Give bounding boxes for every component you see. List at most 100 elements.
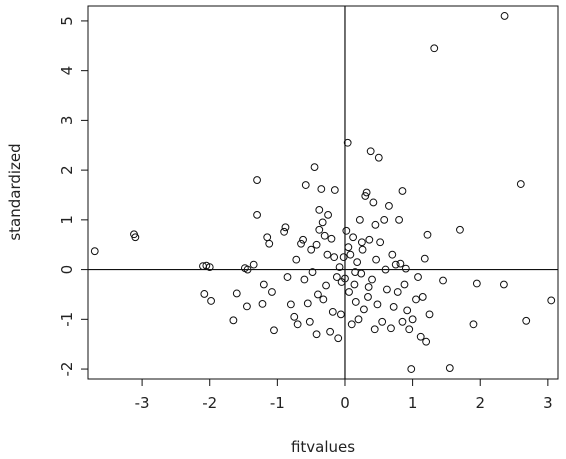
data-point bbox=[371, 220, 380, 229]
data-point bbox=[365, 235, 374, 244]
data-point bbox=[318, 218, 327, 227]
data-point bbox=[420, 254, 429, 263]
data-point bbox=[337, 310, 345, 319]
data-point bbox=[370, 325, 379, 334]
data-point bbox=[547, 296, 556, 305]
x-tick-label: 0 bbox=[340, 394, 350, 412]
data-point bbox=[292, 255, 301, 264]
data-point bbox=[343, 138, 352, 147]
data-point bbox=[301, 181, 310, 189]
data-point bbox=[319, 295, 328, 304]
x-tick-label: 2 bbox=[475, 394, 485, 412]
data-point bbox=[361, 192, 370, 200]
data-point bbox=[317, 185, 326, 193]
data-point bbox=[364, 293, 372, 301]
data-point bbox=[297, 239, 305, 248]
data-point bbox=[308, 268, 317, 276]
data-point bbox=[347, 320, 356, 329]
data-point bbox=[300, 275, 309, 284]
data-point bbox=[456, 225, 464, 234]
data-point bbox=[334, 334, 343, 343]
data-point bbox=[381, 265, 390, 274]
data-point bbox=[376, 238, 385, 247]
data-point bbox=[408, 315, 417, 324]
data-point bbox=[396, 259, 405, 268]
data-point bbox=[265, 239, 274, 248]
y-tick-label: 2 bbox=[58, 165, 76, 175]
y-tick-label: 5 bbox=[58, 16, 76, 26]
data-point bbox=[357, 238, 366, 247]
data-point bbox=[293, 320, 302, 329]
data-point bbox=[259, 280, 268, 289]
data-point bbox=[263, 233, 272, 242]
data-point bbox=[205, 263, 214, 272]
data-point bbox=[380, 215, 389, 224]
data-point bbox=[469, 320, 478, 329]
data-point bbox=[131, 233, 140, 242]
data-point bbox=[342, 226, 351, 235]
data-point bbox=[90, 247, 99, 256]
data-point bbox=[364, 283, 373, 291]
data-point bbox=[445, 364, 454, 372]
data-point bbox=[349, 233, 357, 242]
data-point bbox=[407, 365, 416, 373]
data-point bbox=[330, 253, 339, 262]
data-point bbox=[303, 299, 312, 308]
data-point bbox=[243, 302, 251, 311]
data-point bbox=[403, 306, 412, 315]
data-point bbox=[522, 316, 531, 325]
data-point bbox=[312, 330, 321, 339]
data-point bbox=[326, 327, 335, 336]
data-point bbox=[315, 225, 324, 234]
data-point bbox=[388, 250, 397, 259]
data-point bbox=[499, 280, 508, 289]
data-point bbox=[280, 227, 289, 236]
data-point bbox=[472, 279, 481, 288]
y-tick-label: 3 bbox=[58, 116, 76, 126]
data-point bbox=[232, 289, 241, 298]
data-point bbox=[270, 326, 278, 335]
reference-lines bbox=[88, 6, 558, 379]
data-point bbox=[312, 240, 321, 249]
data-point bbox=[430, 44, 439, 53]
y-axis-title: standardized bbox=[6, 143, 24, 240]
data-point bbox=[345, 288, 353, 296]
data-point bbox=[393, 288, 402, 296]
data-point bbox=[253, 176, 261, 184]
data-point bbox=[307, 245, 316, 254]
data-point bbox=[315, 206, 324, 214]
y-tick-label: 0 bbox=[58, 265, 76, 275]
data-point bbox=[391, 260, 400, 269]
data-point bbox=[362, 188, 371, 197]
data-point bbox=[355, 215, 364, 224]
data-points bbox=[90, 12, 556, 373]
data-point bbox=[400, 280, 409, 289]
data-point bbox=[372, 255, 380, 264]
data-point bbox=[290, 312, 299, 321]
data-point bbox=[335, 263, 344, 272]
data-point bbox=[351, 298, 360, 306]
data-point bbox=[330, 186, 339, 194]
data-point bbox=[341, 274, 349, 283]
x-axis-title: fitvalues bbox=[291, 438, 355, 456]
data-point bbox=[405, 325, 414, 334]
data-point bbox=[383, 285, 391, 294]
data-point bbox=[389, 302, 398, 311]
data-point bbox=[360, 305, 368, 314]
data-point bbox=[368, 275, 376, 284]
data-point bbox=[310, 163, 319, 172]
data-point bbox=[369, 198, 378, 207]
y-tick-label: 1 bbox=[58, 215, 76, 225]
data-point bbox=[327, 234, 336, 243]
data-point bbox=[416, 332, 425, 341]
x-tick-label: 3 bbox=[543, 394, 553, 412]
data-point bbox=[328, 307, 337, 316]
data-point bbox=[374, 153, 383, 162]
data-point bbox=[332, 273, 341, 281]
data-point bbox=[423, 230, 432, 239]
x-tick-label: -3 bbox=[135, 394, 150, 412]
data-point bbox=[401, 264, 410, 273]
data-point bbox=[412, 295, 420, 304]
data-point bbox=[418, 293, 427, 301]
data-point bbox=[322, 281, 330, 290]
